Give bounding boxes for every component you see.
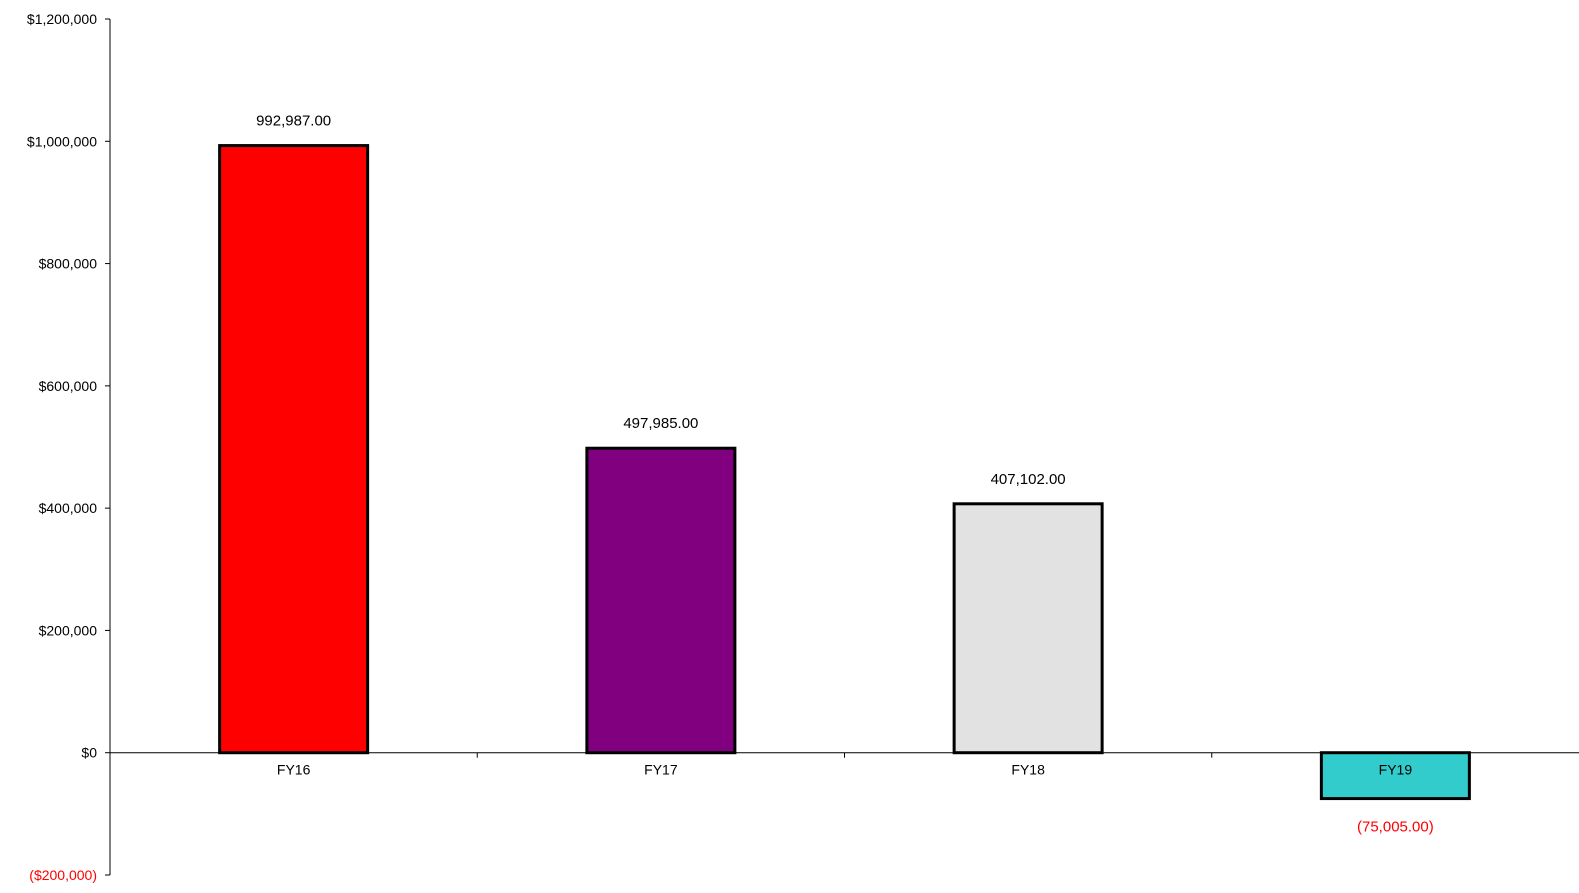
x-tick-label: FY19 <box>1379 762 1413 778</box>
data-labels: 992,987.00 497,985.00 407,102.00 (75,005.00… <box>256 113 1434 836</box>
x-axis: FY16 FY17 FY18 FY19 <box>110 752 1579 778</box>
bar-fy17 <box>585 446 737 755</box>
y-axis: ($200,000) $0 $200,000 $400,000 $600,000 $800… <box>27 11 111 883</box>
bar-fy18 <box>952 502 1104 755</box>
x-tick-label: FY16 <box>277 762 311 778</box>
y-tick-label: ($200,000) <box>29 867 97 883</box>
y-tick-label: $600,000 <box>39 378 98 394</box>
data-label: 407,102.00 <box>991 471 1066 488</box>
y-tick-label: $1,000,000 <box>27 133 97 149</box>
y-tick-label: $0 <box>81 745 97 761</box>
bar-fy16 <box>218 144 370 755</box>
y-tick-label: $1,200,000 <box>27 11 97 27</box>
data-label: 992,987.00 <box>256 113 331 130</box>
y-tick-label: $400,000 <box>39 500 98 516</box>
data-label: (75,005.00) <box>1357 819 1434 836</box>
y-tick-label: $200,000 <box>39 622 98 638</box>
y-tick-label: $800,000 <box>39 256 98 272</box>
x-tick-label: FY18 <box>1011 762 1045 778</box>
bars <box>218 144 1471 801</box>
x-tick-label: FY17 <box>644 762 678 778</box>
data-label: 497,985.00 <box>623 415 698 432</box>
